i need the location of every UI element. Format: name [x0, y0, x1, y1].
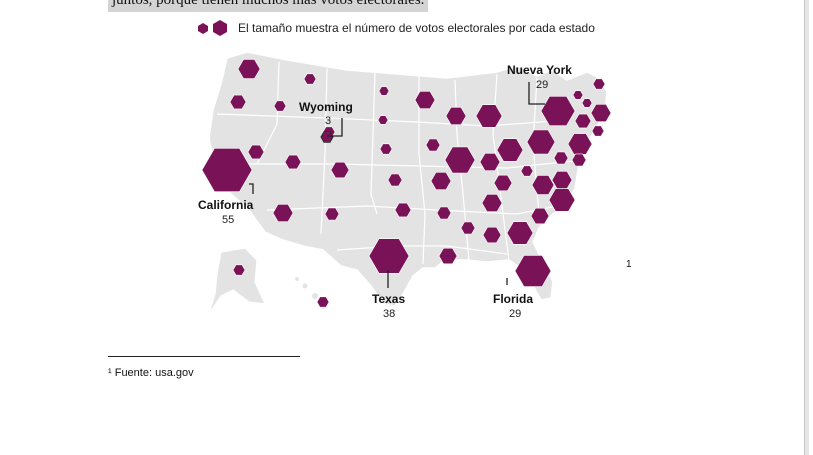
wyoming-votes: 3 — [325, 115, 332, 127]
state-hexagon — [530, 207, 550, 225]
state-hexagon — [460, 221, 476, 235]
state-hexagon — [520, 165, 534, 177]
footnote-text: ¹ Fuente: usa.gov — [108, 367, 194, 379]
selected-text-line[interactable]: juntos, porque tienen muchos más votos e… — [108, 0, 429, 12]
page-edge-shadow — [804, 0, 809, 455]
state-hexagon — [540, 96, 576, 126]
state-hexagon — [445, 107, 467, 125]
state-hexagon — [232, 264, 246, 276]
state-hexagon — [378, 86, 390, 96]
state-hexagon — [237, 59, 261, 79]
state-hexagon — [574, 113, 592, 129]
california-votes: 55 — [222, 214, 235, 226]
state-hexagon — [303, 73, 317, 85]
state-hexagon — [247, 144, 265, 160]
us-map — [201, 51, 612, 315]
texas-label: Texas — [372, 292, 406, 306]
state-hexagon — [591, 125, 605, 137]
state-hexagon — [592, 78, 606, 90]
state-hexagon — [324, 207, 340, 221]
state-hexagon — [444, 146, 476, 174]
state-hexagon — [379, 143, 393, 155]
state-hexagon — [284, 154, 302, 170]
legend-text: El tamaño muestra el número de votos ele… — [238, 21, 595, 35]
texas-votes: 38 — [383, 308, 396, 320]
state-hexagon — [272, 204, 294, 222]
state-hexagon — [571, 153, 587, 167]
wyoming-highlight — [320, 131, 334, 143]
state-hexagon — [590, 104, 612, 122]
state-hexagon — [316, 296, 330, 308]
state-hexagon — [394, 202, 412, 218]
state-hexagon — [330, 161, 350, 179]
state-hexagon — [506, 221, 534, 245]
state-hexagon — [531, 175, 555, 195]
nueva-york-votes: 29 — [536, 79, 549, 91]
state-hexagon — [493, 174, 513, 192]
hexagon-legend-icon — [198, 20, 227, 36]
state-hexagon — [581, 98, 593, 108]
state-hexagon — [548, 188, 576, 212]
state-hexagon — [430, 172, 452, 190]
alaska-shape — [208, 247, 266, 315]
state-hexagon — [414, 91, 436, 109]
state-hexagon — [572, 90, 584, 100]
state-hexagon — [514, 255, 552, 287]
electoral-map-figure: El tamaño muestra el número de votos ele… — [187, 14, 627, 332]
wyoming-label: Wyoming — [299, 100, 353, 114]
leader-lines — [249, 82, 545, 288]
us-mainland-shape — [208, 51, 608, 307]
state-hexagons — [201, 59, 612, 308]
map-legend: El tamaño muestra el número de votos ele… — [197, 19, 595, 37]
state-hexagon — [438, 247, 458, 265]
state-hexagon — [425, 138, 441, 152]
florida-label: Florida — [493, 292, 534, 306]
state-hexagon — [436, 206, 452, 220]
state-hexagon — [273, 100, 287, 112]
state-hexagon — [481, 194, 503, 212]
state-hexagon — [482, 226, 502, 244]
state-hexagon — [377, 115, 389, 125]
state-hexagon — [567, 133, 593, 155]
state-hexagon — [526, 129, 556, 155]
florida-votes: 29 — [509, 308, 522, 320]
state-borders — [216, 61, 584, 265]
state-hexagon — [368, 238, 410, 274]
state-hexagon — [475, 104, 503, 128]
state-hexagon — [479, 153, 501, 171]
state-hexagon — [229, 94, 247, 110]
footnote-reference: 1 — [626, 259, 632, 270]
state-hexagon — [553, 151, 569, 165]
nueva-york-label: Nueva York — [507, 63, 572, 77]
state-hexagon — [496, 138, 524, 162]
state-hexagon — [387, 173, 403, 187]
california-label: California — [198, 198, 254, 212]
footnote-separator — [108, 356, 300, 357]
state-hexagon — [201, 148, 253, 192]
